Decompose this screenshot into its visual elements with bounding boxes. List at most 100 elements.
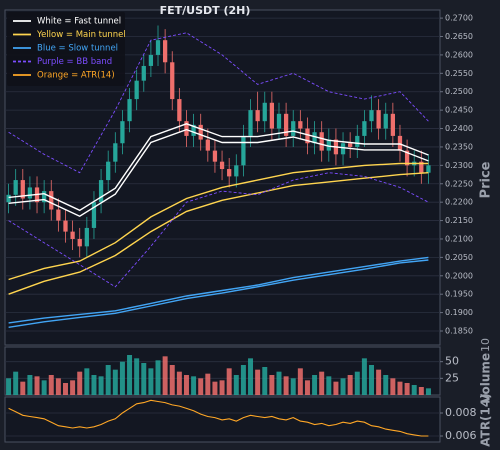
volume-bar: [84, 368, 90, 395]
volume-bar: [418, 387, 424, 395]
candle-body: [191, 124, 196, 136]
volume-bar: [397, 381, 403, 395]
legend: White = Fast tunnel Yellow = Main tunnel B…: [7, 12, 126, 86]
y-axis-label: Volume: [479, 353, 493, 403]
candle-body: [27, 187, 33, 199]
candle-body: [198, 124, 203, 140]
volume-bar: [77, 371, 83, 395]
volume-bar: [226, 368, 232, 395]
y-tick-label: 0.006: [445, 429, 477, 442]
y-tick-label: 0.2450: [445, 106, 473, 115]
y-tick-label: 0.2400: [445, 124, 473, 133]
volume-bar: [198, 378, 204, 395]
volume-bar: [340, 378, 346, 395]
candle-body: [42, 191, 47, 203]
candle-body: [319, 132, 324, 151]
legend-label: Blue = Slow tunnel: [37, 44, 118, 54]
volume-bar: [269, 375, 275, 395]
chart-title: FET/USDT (2H): [160, 4, 251, 17]
candle-body: [70, 231, 75, 239]
candle-body: [227, 169, 232, 177]
candle-body: [383, 113, 388, 129]
y-tick-label: 0.1950: [445, 290, 473, 299]
legend-label: Purple = BB band: [37, 57, 112, 67]
volume-bar: [55, 378, 61, 395]
y-tick-label: 0.2650: [445, 32, 473, 41]
volume-bar: [176, 371, 182, 395]
volume-bar: [290, 378, 296, 395]
volume-bar: [205, 373, 211, 395]
y-tick-label: 0.008: [445, 406, 477, 419]
volume-bar: [98, 376, 104, 395]
candle-body: [20, 180, 25, 199]
candle-body: [326, 139, 331, 151]
volume-bar: [297, 368, 303, 395]
band-line: [8, 172, 429, 295]
volume-bar: [20, 381, 26, 395]
candle-body: [369, 110, 374, 122]
volume-bar: [390, 378, 396, 395]
candle-body: [127, 99, 132, 122]
candle-body: [106, 161, 111, 181]
candle-body: [312, 132, 317, 144]
volume-bar: [369, 365, 374, 395]
volume-bar: [41, 380, 47, 395]
volume-bar: [91, 375, 97, 395]
candle-body: [162, 40, 168, 63]
candle-body: [148, 54, 154, 66]
grid: [5, 17, 443, 437]
y-tick-label: 0.2300: [445, 161, 473, 170]
candle-body: [212, 150, 218, 162]
volume-bar: [34, 376, 40, 395]
volume-bar: [361, 358, 367, 395]
candle-body: [376, 110, 381, 129]
candle-body: [426, 165, 431, 173]
candle-body: [113, 143, 118, 162]
candle-body: [397, 135, 403, 151]
candle-body: [219, 161, 225, 170]
volume-bar: [219, 380, 225, 395]
marks: [6, 25, 431, 437]
candle-body: [84, 227, 89, 247]
candle-body: [390, 113, 395, 136]
volume-bar: [383, 375, 389, 395]
volume-bar: [262, 367, 268, 395]
candle-body: [404, 150, 410, 166]
candle-body: [141, 65, 146, 81]
y-axis-label: Price: [479, 161, 494, 198]
volume-bar: [319, 371, 325, 395]
volume-bar: [70, 380, 76, 395]
candle-body: [155, 40, 161, 55]
volume-bar: [162, 356, 168, 395]
volume-bar: [148, 368, 154, 395]
band-line: [8, 32, 429, 174]
candle-body: [120, 121, 125, 144]
band-line: [8, 128, 429, 217]
y-tick-label: 0.1900: [445, 308, 473, 317]
y-tick-label: 0.1850: [445, 327, 473, 336]
volume-bar: [191, 376, 197, 395]
volume-bar: [248, 358, 254, 395]
volume-bar: [112, 369, 118, 395]
candle-body: [283, 113, 289, 136]
y-tick-label: 25: [445, 371, 459, 384]
candle-body: [269, 102, 275, 129]
candle-body: [419, 161, 424, 173]
legend-label: Yellow = Main tunnel: [36, 30, 126, 40]
candle-body: [348, 143, 353, 147]
candle-body: [255, 110, 260, 122]
volume-bar: [333, 381, 339, 395]
volume-bar: [212, 381, 218, 395]
y-axis-label: ATR(14): [479, 393, 493, 446]
y-tick-label: 50: [445, 355, 459, 368]
candle-body: [205, 139, 210, 151]
volume-bar: [425, 388, 431, 395]
volume-bar: [233, 375, 239, 395]
legend-box: [7, 12, 125, 86]
y-tick-label: 0.2550: [445, 69, 473, 78]
candle-body: [184, 121, 189, 136]
volume-bar: [63, 383, 68, 395]
band-line: [8, 259, 429, 328]
y-tick-label: 0.2000: [445, 271, 473, 280]
